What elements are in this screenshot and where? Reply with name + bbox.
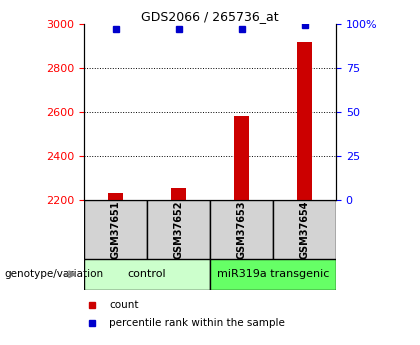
Bar [297, 42, 312, 200]
Bar [210, 259, 336, 290]
Text: percentile rank within the sample: percentile rank within the sample [109, 318, 285, 328]
Bar [171, 188, 186, 200]
Text: genotype/variation: genotype/variation [4, 269, 103, 279]
Text: miR319a transgenic: miR319a transgenic [217, 269, 329, 279]
Bar [234, 116, 249, 200]
Bar [273, 200, 336, 259]
Title: GDS2066 / 265736_at: GDS2066 / 265736_at [141, 10, 279, 23]
Bar [147, 200, 210, 259]
Text: count: count [109, 300, 139, 310]
Text: GSM37651: GSM37651 [110, 200, 121, 259]
Bar [210, 200, 273, 259]
Bar [108, 193, 123, 200]
Text: GSM37652: GSM37652 [173, 200, 184, 259]
Text: control: control [128, 269, 166, 279]
Bar [84, 200, 147, 259]
Bar [84, 259, 210, 290]
Text: GSM37653: GSM37653 [236, 200, 247, 259]
Text: GSM37654: GSM37654 [299, 200, 310, 259]
